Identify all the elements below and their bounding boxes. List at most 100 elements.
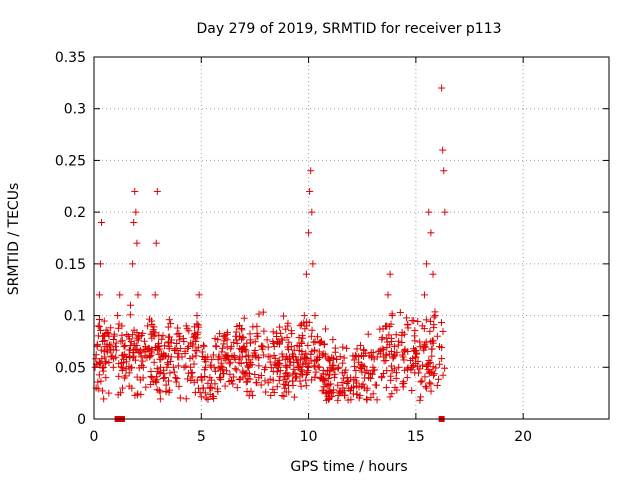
data-point xyxy=(422,316,430,324)
data-point xyxy=(289,370,297,378)
data-point xyxy=(167,320,175,328)
data-point xyxy=(440,167,448,175)
data-point xyxy=(406,356,414,364)
data-point xyxy=(192,352,200,360)
data-point xyxy=(333,355,341,363)
data-point xyxy=(423,384,431,392)
data-point xyxy=(340,354,348,362)
data-point xyxy=(387,362,395,370)
data-point xyxy=(266,375,274,383)
data-point xyxy=(143,346,151,354)
data-point xyxy=(278,335,286,343)
data-point xyxy=(328,365,336,373)
data-point xyxy=(219,344,227,352)
data-point xyxy=(270,340,278,348)
data-point xyxy=(121,342,129,350)
data-point xyxy=(303,362,311,370)
data-point xyxy=(173,340,181,348)
data-point xyxy=(369,349,377,357)
y-tick-label: 0.1 xyxy=(64,309,86,325)
data-point xyxy=(330,361,338,369)
data-point xyxy=(214,336,222,344)
data-point xyxy=(388,310,396,318)
data-point xyxy=(128,364,136,372)
data-point xyxy=(153,187,161,195)
data-point xyxy=(379,370,387,378)
data-point xyxy=(226,360,234,368)
data-point xyxy=(288,330,296,338)
data-point xyxy=(216,353,224,361)
y-tick-label: 0.05 xyxy=(55,360,86,376)
data-point xyxy=(390,353,398,361)
data-point xyxy=(246,339,254,347)
data-point xyxy=(166,369,174,377)
data-point xyxy=(378,335,386,343)
data-point xyxy=(308,208,316,216)
data-point xyxy=(270,388,278,396)
data-point xyxy=(173,374,181,382)
data-point xyxy=(386,270,394,278)
data-point xyxy=(156,395,164,403)
data-point xyxy=(211,367,219,375)
data-point xyxy=(336,389,344,397)
data-point xyxy=(420,291,428,299)
data-point xyxy=(285,372,293,380)
data-point xyxy=(325,388,333,396)
data-point xyxy=(367,374,375,382)
data-point xyxy=(422,363,430,371)
x-tick-label: 10 xyxy=(300,429,318,445)
data-point xyxy=(310,362,318,370)
data-point xyxy=(204,379,212,387)
data-point xyxy=(322,370,330,378)
data-point xyxy=(439,371,447,379)
data-point xyxy=(170,368,178,376)
data-point xyxy=(227,345,235,353)
data-point xyxy=(144,322,152,330)
data-point xyxy=(240,314,248,322)
data-point xyxy=(129,331,137,339)
data-point xyxy=(233,366,241,374)
data-point xyxy=(365,370,373,378)
data-point xyxy=(120,343,128,351)
data-point xyxy=(238,326,246,334)
data-point xyxy=(350,356,358,364)
data-point xyxy=(343,344,351,352)
data-point xyxy=(112,346,120,354)
data-point xyxy=(172,378,180,386)
data-point xyxy=(353,345,361,353)
data-point xyxy=(352,377,360,385)
data-point xyxy=(94,332,102,340)
data-point xyxy=(125,369,133,377)
data-point xyxy=(411,332,419,340)
data-point xyxy=(239,333,247,341)
x-tick-label: 5 xyxy=(197,429,206,445)
data-point xyxy=(371,381,379,389)
data-point xyxy=(222,352,230,360)
data-point xyxy=(262,388,270,396)
data-point xyxy=(175,350,183,358)
data-point xyxy=(285,338,293,346)
data-point xyxy=(301,325,309,333)
data-point xyxy=(151,377,159,385)
data-point xyxy=(390,343,398,351)
data-point xyxy=(109,335,117,343)
data-point xyxy=(302,376,310,384)
data-point xyxy=(269,328,277,336)
data-point xyxy=(242,370,250,378)
data-point xyxy=(267,391,275,399)
data-point xyxy=(93,341,101,349)
data-point xyxy=(278,336,286,344)
data-point xyxy=(324,367,332,375)
data-point xyxy=(260,351,268,359)
data-point xyxy=(422,343,430,351)
data-point xyxy=(255,310,263,318)
data-point xyxy=(375,347,383,355)
data-point xyxy=(92,355,100,363)
data-point xyxy=(301,353,309,361)
data-point xyxy=(179,334,187,342)
data-point xyxy=(202,394,210,402)
data-point xyxy=(162,381,170,389)
data-point xyxy=(139,329,147,337)
data-point xyxy=(275,377,283,385)
